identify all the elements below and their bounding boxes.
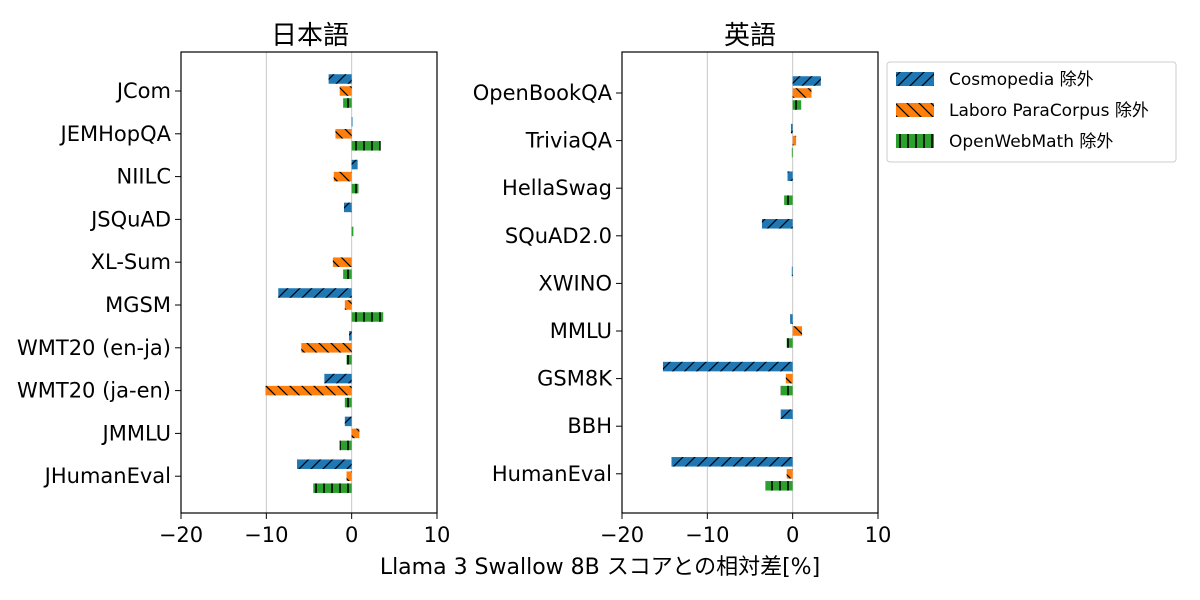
bar-openwebmath-mgsm-hatch xyxy=(351,312,384,322)
bar-laboro-paracorpus-wmt20-en-ja-hatch xyxy=(301,343,352,353)
category-label-gsm8k: GSM8K xyxy=(537,367,613,391)
bar-openwebmath-wmt20-en-ja-hatch xyxy=(346,355,352,365)
bar-openwebmath-hellaswag-hatch xyxy=(784,195,793,205)
category-label-jsquad: JSQuAD xyxy=(89,207,171,231)
category-label-jhumaneval: JHumanEval xyxy=(43,464,171,488)
bar-openwebmath-niilc-hatch xyxy=(351,183,359,194)
legend: Cosmopedia 除外 Laboro ParaCorpus 除外 OpenW… xyxy=(886,61,1177,163)
bar-openwebmath-jcom-hatch xyxy=(343,98,352,108)
category-label-wmt20-ja-en: WMT20 (ja-en) xyxy=(17,379,171,403)
bar-openwebmath-jemhopqa-hatch xyxy=(351,141,381,151)
bar-laboro-paracorpus-mmlu-hatch xyxy=(792,326,803,336)
category-label-humaneval: HumanEval xyxy=(492,462,612,486)
bar-laboro-paracorpus-niilc-hatch xyxy=(333,171,352,182)
bar-cosmopedia-niilc-hatch xyxy=(351,159,358,170)
bar-cosmopedia-jmmlu-hatch xyxy=(344,416,352,427)
category-label-mgsm: MGSM xyxy=(105,293,171,317)
bar-openwebmath-jhumaneval-hatch xyxy=(313,483,352,493)
bar-openwebmath-jmmlu-hatch xyxy=(339,440,352,451)
legend-frame xyxy=(886,61,1177,163)
bar-cosmopedia-squad2-0-hatch xyxy=(761,219,793,229)
legend-label-laboro: Laboro ParaCorpus 除外 xyxy=(949,101,1149,121)
bar-cosmopedia-jsquad-hatch xyxy=(343,202,352,213)
bar-cosmopedia-wmt20-ja-en-hatch xyxy=(324,373,352,384)
category-label-openbookqa: OpenBookQA xyxy=(473,81,613,105)
bar-cosmopedia-gsm8k-hatch xyxy=(662,361,793,372)
xtick-label-1-10: 10 xyxy=(865,523,892,547)
xtick-label-0-neg20: −20 xyxy=(159,523,203,547)
category-label-jemhopqa: JEMHopQA xyxy=(59,122,172,146)
bar-laboro-paracorpus-jcom-hatch xyxy=(339,86,352,96)
bar-openwebmath-jsquad-hatch xyxy=(351,226,354,237)
bar-laboro-paracorpus-jemhopqa-hatch xyxy=(335,129,352,139)
legend-label-cosmopedia: Cosmopedia 除外 xyxy=(949,70,1094,90)
bar-laboro-paracorpus-humaneval-hatch xyxy=(786,469,793,479)
bar-laboro-paracorpus-jmmlu-hatch xyxy=(351,428,360,439)
xtick-label-0-0: 0 xyxy=(345,523,358,547)
panel-title-japanese: 日本語 xyxy=(271,21,349,51)
bar-openwebmath-openbookqa-hatch xyxy=(792,100,802,110)
category-label-jmmlu: JMMLU xyxy=(101,421,171,445)
bar-laboro-paracorpus-wmt20-ja-en-hatch xyxy=(265,385,352,396)
bar-cosmopedia-jhumaneval-hatch xyxy=(297,459,352,469)
bar-cosmopedia-mmlu-hatch xyxy=(790,314,793,324)
axes-frame-1 xyxy=(621,51,879,514)
legend-label-openwebmath: OpenWebMath 除外 xyxy=(949,132,1113,152)
panel-title-english: 英語 xyxy=(724,21,776,51)
bar-laboro-paracorpus-triviaqa-hatch xyxy=(792,135,797,146)
bar-openwebmath-humaneval-hatch xyxy=(765,481,793,491)
bar-cosmopedia-bbh-hatch xyxy=(780,409,793,419)
bar-laboro-paracorpus-mgsm-hatch xyxy=(344,300,352,310)
bar-openwebmath-gsm8k-hatch xyxy=(780,385,793,396)
bar-openwebmath-triviaqa-hatch xyxy=(791,147,793,158)
legend-swatch-cosmopedia-hatch xyxy=(896,72,934,86)
bar-cosmopedia-jemhopqa-hatch xyxy=(351,117,353,127)
xtick-label-0-10: 10 xyxy=(424,523,451,547)
bar-cosmopedia-humaneval-hatch xyxy=(671,457,793,467)
category-label-triviaqa: TriviaQA xyxy=(525,129,613,153)
category-label-wmt20-en-ja: WMT20 (en-ja) xyxy=(17,336,171,360)
category-label-bbh: BBH xyxy=(567,414,612,438)
bar-laboro-paracorpus-gsm8k-hatch xyxy=(785,373,793,384)
xtick-label-1-neg10: −10 xyxy=(685,523,729,547)
bar-cosmopedia-mgsm-hatch xyxy=(278,288,352,298)
category-label-xl-sum: XL-Sum xyxy=(91,250,171,274)
category-label-xwino: XWINO xyxy=(538,271,612,295)
bar-laboro-paracorpus-jhumaneval-hatch xyxy=(346,471,352,481)
xtick-label-1-0: 0 xyxy=(786,523,799,547)
bar-openwebmath-mmlu-hatch xyxy=(786,338,793,348)
category-label-hellaswag: HellaSwag xyxy=(502,176,612,200)
axes-frame-0 xyxy=(180,51,438,514)
legend-swatch-openwebmath-hatch xyxy=(896,134,934,148)
panel-japanese: 日本語 JCom JEMHopQA NIILC JSQuAD XL-Sum MGSM WMT… xyxy=(17,21,450,547)
bar-openwebmath-xl-sum-hatch xyxy=(343,269,352,279)
category-label-jcom: JCom xyxy=(115,79,171,103)
bar-cosmopedia-jcom-hatch xyxy=(328,74,352,84)
bar-laboro-paracorpus-openbookqa-hatch xyxy=(792,88,812,98)
bar-openwebmath-wmt20-ja-en-hatch xyxy=(344,397,352,408)
bar-cosmopedia-openbookqa-hatch xyxy=(792,76,821,86)
category-label-squad2-0: SQuAD2.0 xyxy=(505,224,612,248)
bar-cosmopedia-xwino-hatch xyxy=(791,266,793,277)
bar-cosmopedia-triviaqa-hatch xyxy=(790,123,793,134)
category-label-mmlu: MMLU xyxy=(550,319,612,343)
bar-laboro-paracorpus-xl-sum-hatch xyxy=(332,257,352,267)
xtick-label-0-neg10: −10 xyxy=(244,523,288,547)
xtick-label-1-neg20: −20 xyxy=(600,523,644,547)
panel-english: 英語 OpenBookQA TriviaQA HellaSwag SQuAD2.0 XW… xyxy=(473,21,892,547)
x-axis-label: Llama 3 Swallow 8B スコアとの相対差[%] xyxy=(380,555,820,580)
bar-cosmopedia-wmt20-en-ja-hatch xyxy=(349,331,352,341)
legend-swatch-laboro-hatch xyxy=(896,103,934,117)
bar-cosmopedia-hellaswag-hatch xyxy=(787,171,793,181)
category-label-niilc: NIILC xyxy=(117,165,171,189)
